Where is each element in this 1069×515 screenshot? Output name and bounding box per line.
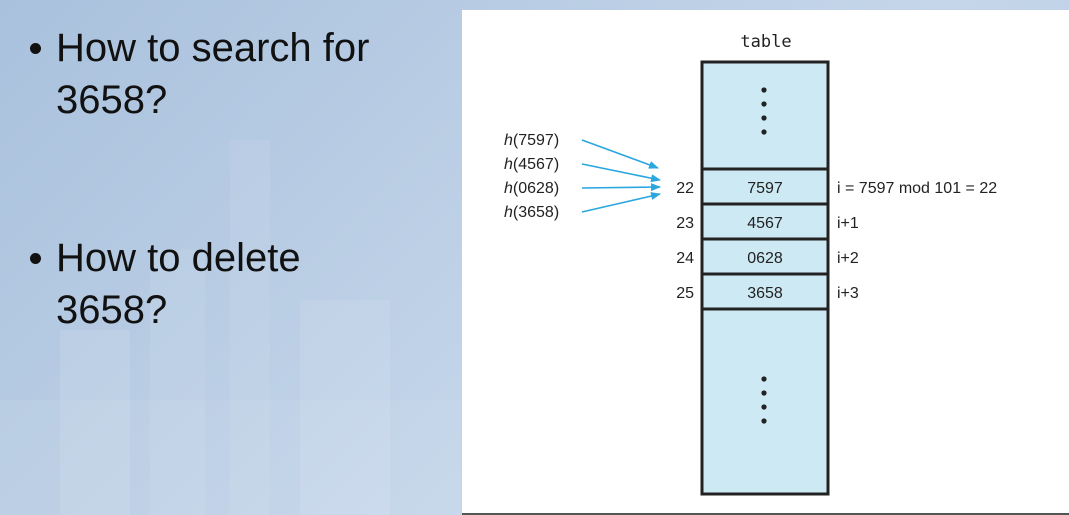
hash-label: h(4567) — [504, 156, 559, 173]
row-index: 24 — [676, 250, 694, 267]
row-note: i+2 — [837, 250, 859, 267]
table-row: 25 3658 i+3 — [676, 285, 859, 302]
table-label: table — [740, 32, 791, 52]
row-note: i+1 — [837, 215, 859, 232]
row-separators — [702, 167, 828, 311]
row-index: 22 — [676, 180, 694, 197]
table-row: 23 4567 i+1 — [676, 215, 859, 232]
row-value: 4567 — [747, 215, 783, 232]
hash-arg: (4567) — [513, 156, 559, 173]
row-value: 3658 — [747, 285, 783, 302]
arrow-0628 — [581, 183, 661, 192]
hash-fn: h — [504, 180, 513, 197]
hash-fn: h — [504, 156, 513, 173]
bullet-search-line1: How to search for — [56, 26, 370, 70]
hash-fn: h — [504, 204, 513, 221]
bullet-delete-line2: 3658? — [56, 288, 168, 332]
bullet-search-line2: 3658? — [56, 78, 168, 122]
table-column — [700, 60, 830, 496]
hash-table-figure: table 22 7597 i = 7597 mod 101 = 22 23 4… — [462, 10, 1069, 515]
row-value: 7597 — [747, 180, 783, 197]
hash-arg: (7597) — [513, 132, 559, 149]
row-index: 23 — [676, 215, 694, 232]
svg-text:h(7597): h(7597) — [504, 132, 559, 149]
arrow-7597 — [581, 139, 659, 169]
bullet-search: How to search for 3658? — [30, 22, 430, 126]
svg-text:h(4567): h(4567) — [504, 156, 559, 173]
row-note: i = 7597 mod 101 = 22 — [837, 180, 997, 197]
bullet-dot — [30, 253, 41, 264]
arrow-3658 — [581, 192, 661, 213]
svg-text:h(0628): h(0628) — [504, 180, 559, 197]
hash-label: h(3658) — [504, 204, 559, 221]
hash-label: h(0628) — [504, 180, 559, 197]
hash-label: h(7597) — [504, 132, 559, 149]
bullet-delete: How to delete 3658? — [30, 232, 390, 336]
top-ellipsis — [761, 87, 767, 135]
bullet-dot — [30, 43, 41, 54]
hash-arrows — [581, 139, 661, 213]
hash-table-diagram: table 22 7597 i = 7597 mod 101 = 22 23 4… — [462, 32, 1069, 515]
bullet-delete-line1: How to delete — [56, 236, 301, 280]
table-row: 22 7597 i = 7597 mod 101 = 22 — [676, 180, 997, 197]
arrow-4567 — [581, 163, 661, 183]
row-note: i+3 — [837, 285, 859, 302]
hash-arg: (0628) — [513, 180, 559, 197]
bottom-ellipsis — [761, 376, 767, 424]
hash-fn: h — [504, 132, 513, 149]
row-index: 25 — [676, 285, 694, 302]
row-value: 0628 — [747, 250, 783, 267]
table-row: 24 0628 i+2 — [676, 250, 859, 267]
bullet-list: How to search for 3658? How to delete 36… — [0, 0, 460, 515]
svg-text:h(3658): h(3658) — [504, 204, 559, 221]
hash-arg: (3658) — [513, 204, 559, 221]
